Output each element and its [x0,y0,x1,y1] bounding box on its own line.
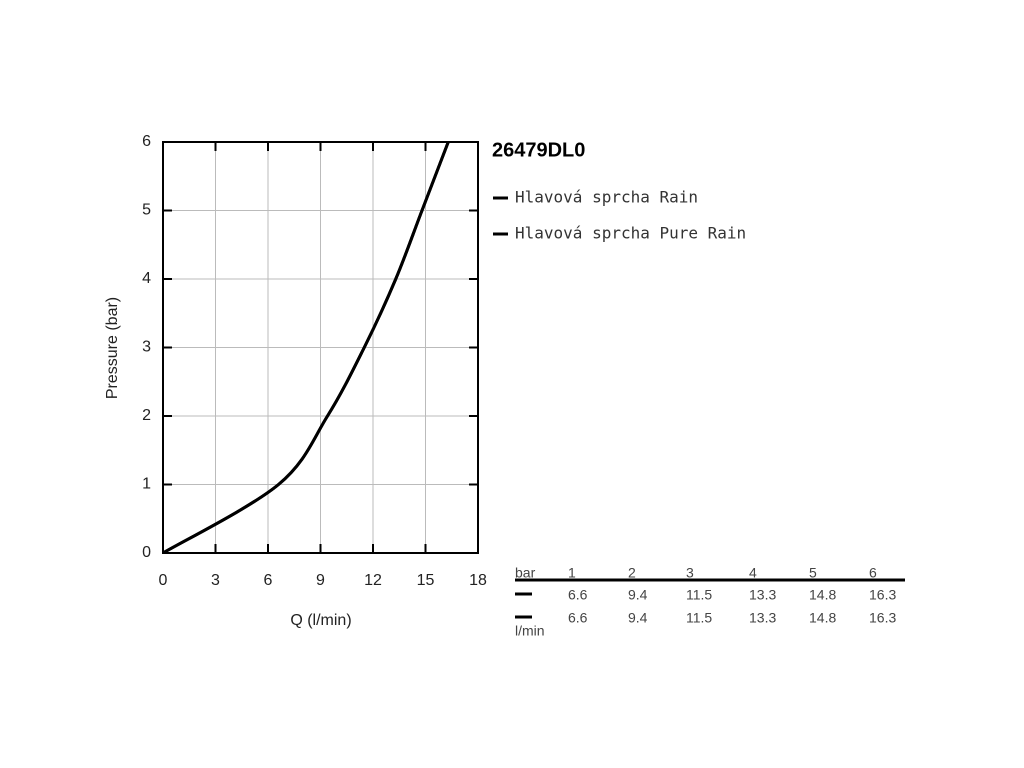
table-cell: 6.6 [568,587,588,603]
table-cell: 6.6 [568,610,588,626]
y-tick-label: 0 [142,544,151,561]
table-cell: 13.3 [749,587,776,603]
table-cell: 14.8 [809,610,836,626]
table-header-cell: 3 [686,565,694,581]
x-tick-label: 0 [159,572,168,589]
table-cell: 11.5 [686,587,712,603]
table-header-cell: 1 [568,565,576,581]
table-cell: 16.3 [869,610,896,626]
x-tick-label: 6 [264,572,273,589]
plot-frame [162,141,479,554]
legend-label: Hlavová sprcha Rain [515,188,698,207]
table-unit: l/min [515,623,545,639]
x-tick-label: 9 [316,572,325,589]
x-tick-label: 3 [211,572,220,589]
table-cell: 11.5 [686,610,712,626]
y-tick-label: 1 [142,476,151,493]
x-tick-label: 15 [417,572,435,589]
y-tick-label: 4 [142,270,151,287]
y-tick-label: 5 [142,202,151,219]
table-cell: 9.4 [628,587,648,603]
table-header-cell: 5 [809,565,817,581]
table-cell: 13.3 [749,610,776,626]
y-tick-label: 2 [142,407,151,424]
table-header-cell: 2 [628,565,636,581]
table-cell: 9.4 [628,610,648,626]
table-header-cell: 4 [749,565,757,581]
series-line [163,142,450,553]
x-tick-label: 18 [469,572,487,589]
y-axis-label: Pressure (bar) [104,297,121,399]
table-cell: 14.8 [809,587,836,603]
table-header: bar [515,565,536,581]
legend-label: Hlavová sprcha Pure Rain [515,224,746,243]
chart-title: 26479DL0 [492,139,585,161]
x-axis-label: Q (l/min) [290,612,351,629]
table-header-cell: 6 [869,565,877,581]
table-cell: 16.3 [869,587,896,603]
x-tick-label: 12 [364,572,382,589]
y-tick-label: 6 [142,133,151,150]
y-tick-label: 3 [142,339,151,356]
